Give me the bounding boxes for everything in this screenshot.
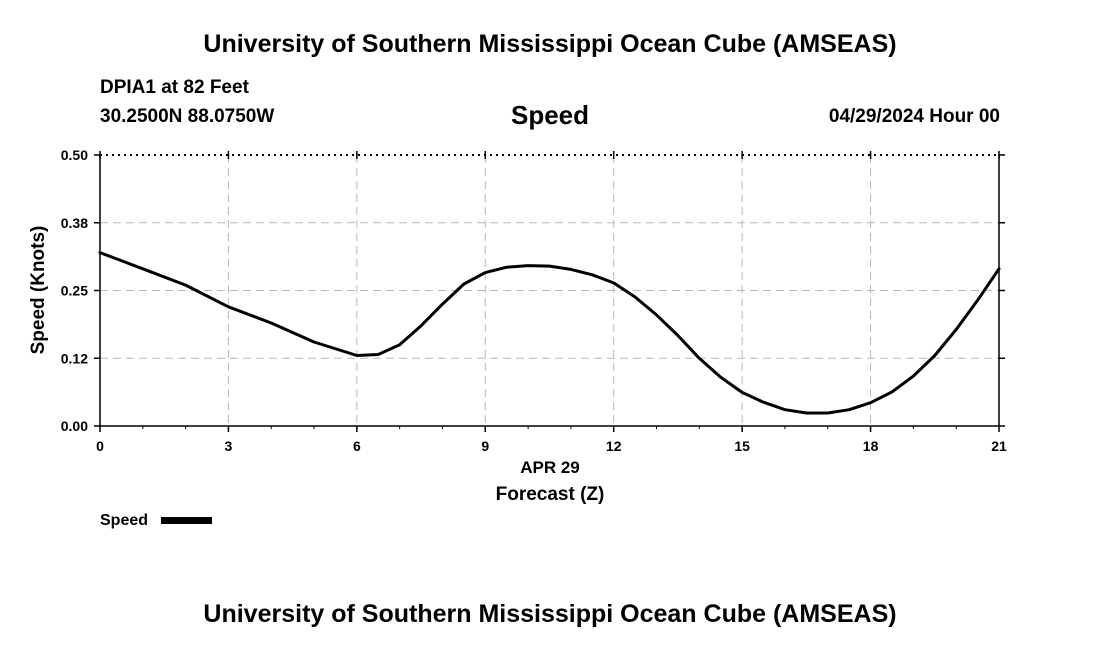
series-line-speed: [98, 251, 1001, 415]
footer-title: University of Southern Mississippi Ocean…: [203, 600, 897, 628]
x-tick-label: 21: [991, 438, 1007, 454]
x-tick-label: 6: [353, 438, 361, 454]
x-axis-title: Forecast (Z): [496, 484, 605, 505]
axes: [94, 151, 1005, 432]
y-tick-label: 0.12: [61, 350, 88, 366]
y-tick-label: 0.38: [61, 215, 88, 231]
y-tick-label: 0.25: [61, 283, 88, 299]
x-tick-label: 15: [734, 438, 750, 454]
x-tick-label: 18: [863, 438, 879, 454]
chart-title: Speed: [510, 100, 590, 130]
legend-swatch: [161, 517, 212, 524]
x-date-label: APR 29: [520, 458, 580, 477]
legend-label: Speed: [100, 512, 148, 529]
datetime-label: 04/29/2024 Hour 00: [828, 106, 1000, 127]
header-title: University of Southern Mississippi Ocean…: [203, 30, 897, 58]
x-tick-label: 0: [96, 438, 104, 454]
coordinates-label: 30.2500N 88.0750W: [100, 106, 275, 127]
x-tick-label: 12: [606, 438, 622, 454]
legend: Speed: [100, 512, 212, 529]
x-tick-label: 3: [225, 438, 233, 454]
grid: [100, 155, 999, 426]
station-label: DPIA1 at 82 Feet: [100, 77, 249, 98]
y-axis-title: Speed (Knots): [28, 226, 49, 355]
series-layer: [98, 251, 1001, 415]
y-tick-label: 0.50: [61, 147, 88, 163]
x-tick-label: 9: [481, 438, 489, 454]
axis-labels: 0 3 6 9 12 15 18 21 0.00 0.12 0.25 0.38 0.50 APR 29 Fo…: [28, 147, 1007, 505]
y-tick-label: 0.00: [61, 418, 88, 434]
